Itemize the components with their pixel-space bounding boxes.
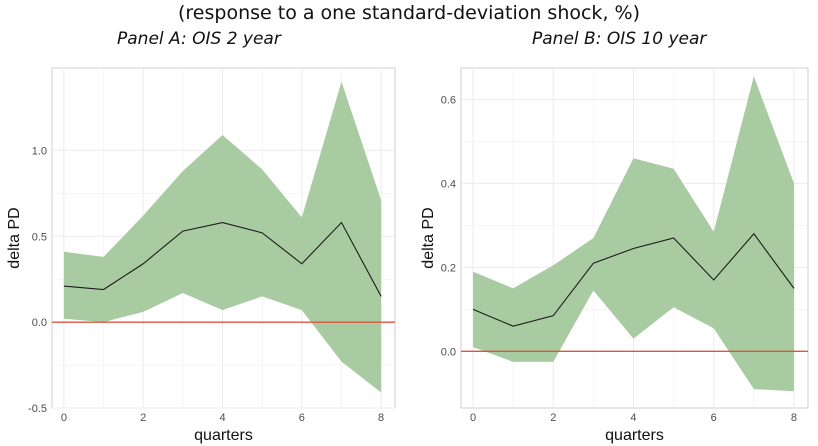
y-tick-label: 0.2 xyxy=(441,262,456,274)
y-tick-label: 0.6 xyxy=(441,94,456,106)
x-tick-label: 2 xyxy=(140,412,146,424)
x-tick-label: 2 xyxy=(550,412,556,424)
x-tick-label: 6 xyxy=(299,412,305,424)
x-tick-label: 0 xyxy=(470,412,476,424)
series-line xyxy=(472,232,795,327)
panel-b-plot: 0 2 4 6 8 0.0 0.2 0.4 0.6 quarters delta PD xyxy=(420,67,809,444)
y-tick-label: 0.5 xyxy=(32,231,47,243)
y-tick-label: 1.0 xyxy=(32,145,47,157)
x-axis-title: quarters xyxy=(194,427,253,444)
y-tick-label: -0.5 xyxy=(28,403,47,415)
confidence-band xyxy=(473,76,794,392)
series-line xyxy=(63,221,382,297)
panel-a-title: Panel A: OIS 2 year xyxy=(117,29,281,49)
panel-a-plot: 0 2 4 6 8 -0.5 0.0 0.5 1.0 quarters delta PD xyxy=(6,67,396,444)
x-tick-label: 8 xyxy=(791,412,797,424)
x-tick-label: 0 xyxy=(61,412,67,424)
confidence-band xyxy=(63,81,382,393)
y-tick-label: 0.0 xyxy=(441,346,456,358)
panel-b-title: Panel B: OIS 10 year xyxy=(532,29,707,49)
x-tick-label: 8 xyxy=(378,412,384,424)
y-tick-label: 0.0 xyxy=(32,317,47,329)
x-tick-label: 6 xyxy=(711,412,717,424)
y-tick-label: 0.4 xyxy=(441,178,456,190)
x-tick-label: 4 xyxy=(219,412,225,424)
x-tick-label: 4 xyxy=(630,412,636,424)
y-axis-title: delta PD xyxy=(6,207,23,268)
figure-title: (response to a one standard-deviation sh… xyxy=(178,2,640,24)
y-axis-title: delta PD xyxy=(420,207,437,268)
x-axis-title: quarters xyxy=(605,427,664,444)
